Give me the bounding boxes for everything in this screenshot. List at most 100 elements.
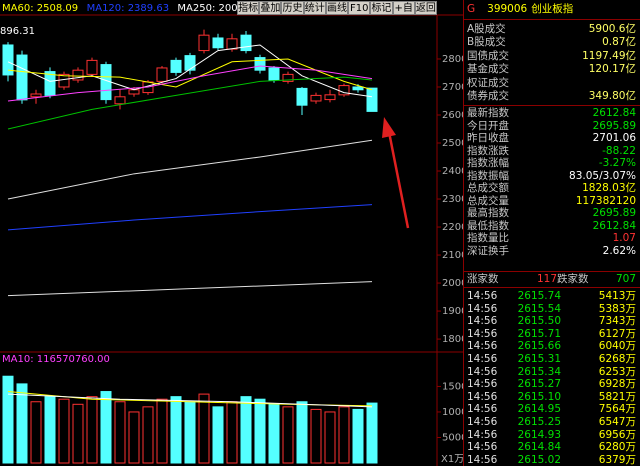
- toolbar-button[interactable]: 历史: [281, 1, 304, 15]
- turnover-row: 权证成交: [467, 77, 636, 90]
- tick-row: 14:56 2615.31 6268万: [467, 353, 636, 366]
- tick-time: 14:56: [467, 441, 498, 454]
- tick-time: 14:56: [467, 453, 498, 466]
- toolbar-button[interactable]: 画线: [325, 1, 349, 15]
- tick-volume: 7343万: [598, 315, 636, 328]
- tick-volume: 6268万: [598, 353, 636, 365]
- stat-value: 2701.06: [592, 132, 636, 144]
- tick-row: 14:56 2615.25 6547万: [467, 416, 636, 429]
- volume-bar: [324, 411, 336, 464]
- candle-body: [310, 94, 322, 102]
- stat-row: 总成交额 1828.03亿: [467, 182, 636, 195]
- toolbar-button[interactable]: 指标: [237, 1, 260, 15]
- down-label: 跌家数: [557, 273, 589, 285]
- volume-label: MA10: 116570760.00: [2, 354, 110, 365]
- up-label: 涨家数: [467, 273, 499, 285]
- volume-bar: [268, 403, 280, 464]
- tick-row: 14:56 2614.95 7564万: [467, 403, 636, 416]
- stat-label: 最新指数: [467, 107, 509, 119]
- tick-row: 14:56 2614.93 6956万: [467, 429, 636, 442]
- annotation-arrow: [382, 117, 410, 229]
- chart-area: MA60: 2508.09 MA120: 2389.63 MA250: 2004.8…: [0, 3, 463, 466]
- volume-bar: [240, 396, 252, 464]
- tick-row: 14:56 2615.71 6127万: [467, 328, 636, 341]
- toolbar-button[interactable]: F10: [348, 1, 371, 15]
- tick-volume: 6127万: [598, 327, 636, 340]
- stat-label: 指数量比: [467, 232, 509, 244]
- stat-label: 指数涨跌: [467, 144, 509, 157]
- unit-label: X1万: [441, 454, 463, 465]
- tick-volume: 5383万: [598, 302, 636, 315]
- turnover-value: 0.87亿: [602, 36, 636, 49]
- stat-row: 总成交量 117382120: [467, 195, 636, 208]
- candle-body: [16, 54, 28, 101]
- tick-volume: 7564万: [598, 403, 636, 416]
- stat-row: 最高指数 2695.89: [467, 207, 636, 220]
- volume-bar: [170, 396, 182, 464]
- volume-bar: [30, 401, 42, 464]
- tick-volume: 6547万: [598, 416, 636, 428]
- separator: [464, 19, 640, 20]
- stat-label: 深证换手: [467, 244, 509, 257]
- stat-label: 昨日收盘: [467, 132, 509, 144]
- y-tick-label: 15000: [442, 381, 463, 392]
- market-mark: G: [467, 3, 476, 15]
- tick-row: 14:56 2615.02 6379万: [467, 454, 636, 466]
- candle-body: [44, 71, 56, 96]
- candle-body: [254, 57, 266, 71]
- separator: [464, 287, 640, 288]
- y-tick-label: 2700: [442, 82, 463, 93]
- candle-body: [72, 69, 84, 81]
- stat-label: 最高指数: [467, 207, 509, 219]
- y-tick-label: 2600: [442, 110, 463, 121]
- stat-value: 2695.89: [592, 119, 636, 132]
- stat-label: 今日开盘: [467, 119, 509, 132]
- candle-body: [86, 59, 98, 75]
- turnover-label: 国债成交: [467, 49, 509, 62]
- tick-row: 14:56 2615.54 5383万: [467, 303, 636, 316]
- ma-line: [7, 139, 373, 200]
- y-tick-label: 2300: [442, 194, 463, 205]
- y-tick-label: 2100: [442, 250, 463, 261]
- volume-bar: [366, 402, 378, 464]
- candle-body: [184, 55, 196, 71]
- tick-time: 14:56: [467, 353, 498, 365]
- tick-row: 14:56 2615.34 6253万: [467, 366, 636, 379]
- volume-bar: [86, 396, 98, 464]
- tick-time: 14:56: [467, 416, 498, 428]
- toolbar-button[interactable]: 叠加: [259, 1, 282, 15]
- index-name: 创业板指: [531, 3, 574, 15]
- y-tick-label: 2500: [442, 138, 463, 149]
- candle-body: [128, 89, 140, 95]
- volume-bar: [100, 391, 112, 464]
- candle-body: [226, 38, 238, 50]
- separator: [464, 271, 640, 272]
- toolbar-button[interactable]: +自选: [392, 1, 415, 28]
- toolbar-button[interactable]: 标记: [370, 1, 393, 15]
- stat-label: 指数涨幅: [467, 157, 509, 169]
- tick-row: 14:56 2615.66 6040万: [467, 340, 636, 353]
- tick-time: 14:56: [467, 315, 498, 328]
- stat-value: -88.22: [602, 144, 636, 157]
- turnover-value: 120.17亿: [588, 63, 636, 76]
- turnover-label: A股成交: [467, 23, 506, 35]
- y-tick-label: 2200: [442, 222, 463, 233]
- tick-time: 14:56: [467, 290, 498, 302]
- tick-volume: 5413万: [598, 290, 636, 302]
- high-label: 896.31: [0, 26, 35, 37]
- ma-line: [7, 44, 373, 98]
- stat-row: 深证换手 2.62%: [467, 245, 636, 258]
- tick-row: 14:56 2615.74 5413万: [467, 290, 636, 303]
- candle-body: [324, 94, 336, 101]
- tick-volume: 6253万: [598, 365, 636, 378]
- stat-value: 2612.84: [592, 107, 636, 119]
- up-count: 117: [537, 273, 558, 285]
- tick-volume: 6280万: [598, 441, 636, 454]
- toolbar-button[interactable]: 返回: [414, 1, 437, 15]
- volume-bar: [352, 408, 364, 464]
- volume-bar: [142, 406, 154, 464]
- toolbar-button[interactable]: 统计: [303, 1, 326, 15]
- stat-value: 83.05/3.07%: [569, 169, 636, 182]
- tick-price: 2615.34: [517, 365, 561, 378]
- y-tick-label: 1800: [442, 334, 463, 345]
